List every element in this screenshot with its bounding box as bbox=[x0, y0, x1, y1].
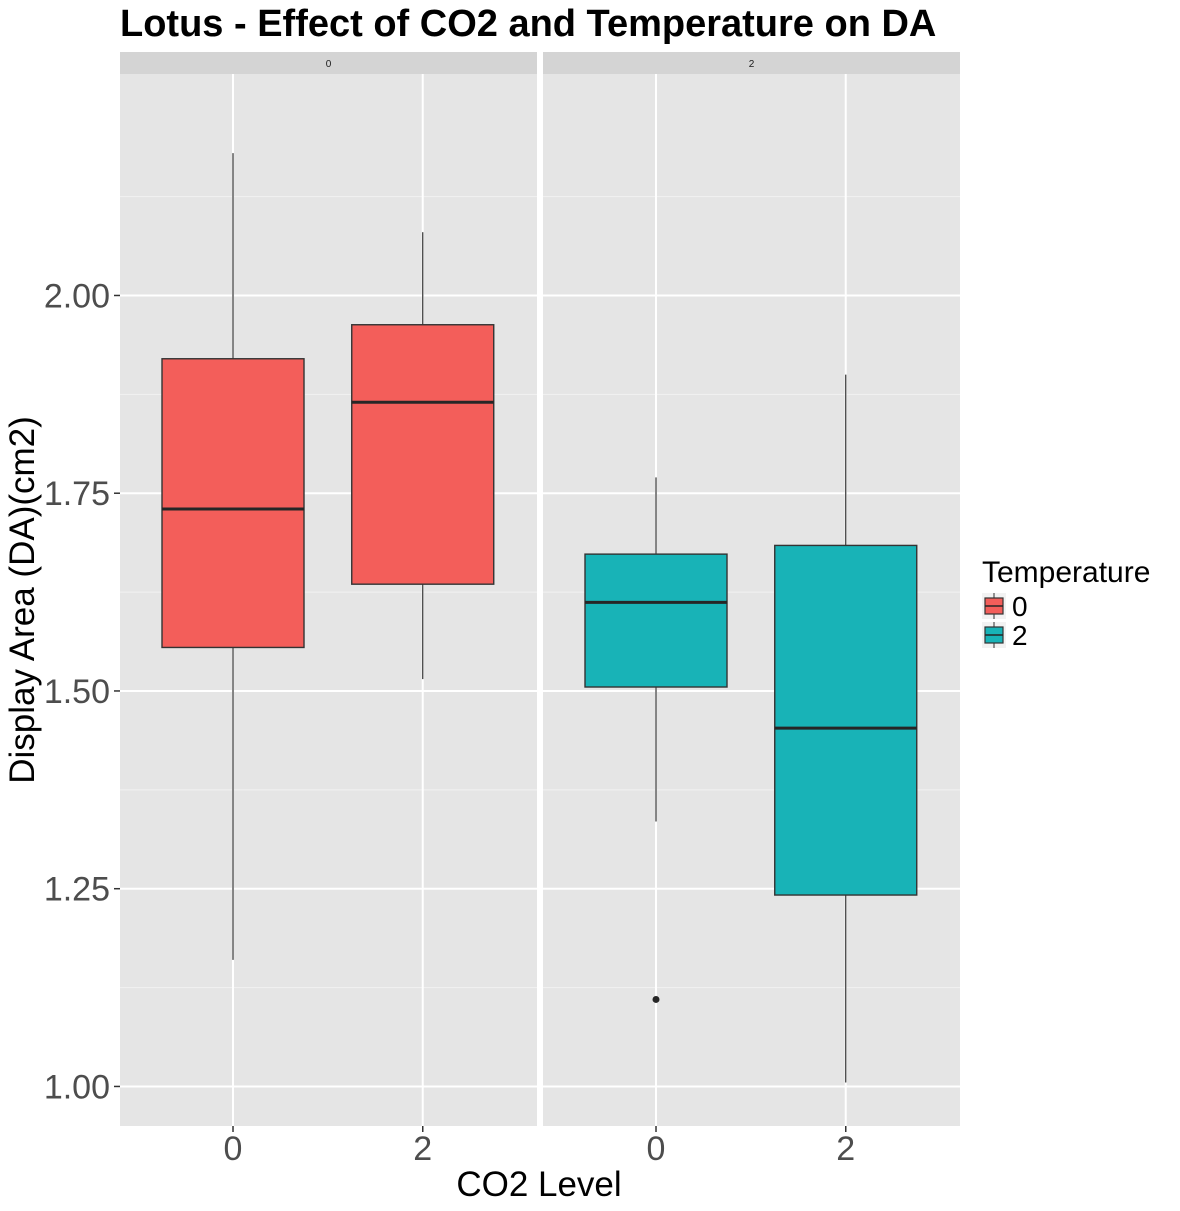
facet-strip bbox=[543, 52, 960, 74]
outlier-point bbox=[652, 995, 660, 1003]
facet-strip bbox=[120, 52, 537, 74]
box-iqr bbox=[584, 553, 728, 688]
x-tick-label: 2 bbox=[413, 1130, 432, 1168]
y-tick-label: 1.00 bbox=[44, 1068, 110, 1106]
box-iqr bbox=[351, 324, 495, 585]
chart-title: Lotus - Effect of CO2 and Temperature on… bbox=[120, 3, 936, 45]
box-iqr bbox=[774, 544, 918, 896]
legend-entry-0: 0 bbox=[982, 591, 1028, 622]
x-tick-label: 0 bbox=[647, 1130, 666, 1168]
x-tick-label: 2 bbox=[836, 1130, 855, 1168]
box-2-2 bbox=[774, 374, 918, 1083]
y-axis-title: Display Area (DA)(cm2) bbox=[3, 416, 42, 784]
facet-strip-label: 0 bbox=[326, 59, 332, 70]
facet-strip-label: 2 bbox=[749, 59, 755, 70]
x-tick-label: 0 bbox=[224, 1130, 243, 1168]
box-0-2 bbox=[351, 232, 495, 680]
facet-panel-2: 2 bbox=[543, 52, 960, 1126]
y-tick-label: 1.50 bbox=[44, 673, 110, 711]
y-axis: 1.00 1.25 1.50 1.75 2.00 bbox=[44, 277, 120, 1106]
box-iqr bbox=[161, 358, 305, 649]
legend-title: Temperature bbox=[982, 556, 1150, 589]
legend-entry-2: 2 bbox=[982, 620, 1028, 651]
y-tick-label: 1.75 bbox=[44, 475, 110, 513]
facet-panel-0: 0 bbox=[120, 52, 537, 1126]
x-axis: 0 2 0 2 bbox=[224, 1126, 855, 1168]
y-tick-label: 1.25 bbox=[44, 871, 110, 909]
legend-label: 0 bbox=[1012, 591, 1028, 622]
legend: Temperature 02 bbox=[982, 556, 1150, 651]
x-axis-title: CO2 Level bbox=[456, 1165, 621, 1204]
y-tick-label: 2.00 bbox=[44, 277, 110, 315]
box-2-0 bbox=[584, 477, 728, 1003]
legend-label: 2 bbox=[1012, 620, 1028, 651]
box-0-0 bbox=[161, 153, 305, 960]
